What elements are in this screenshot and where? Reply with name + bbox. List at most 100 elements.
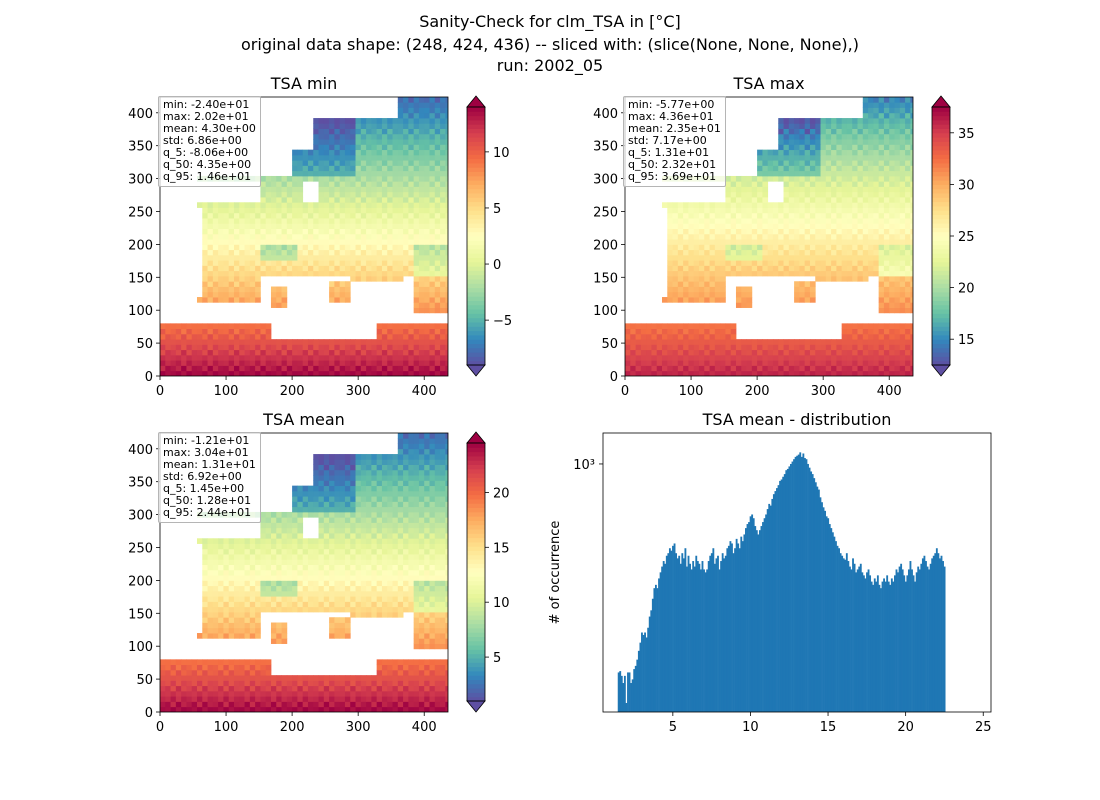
heatmap-cell — [878, 297, 885, 303]
heatmap-cell — [809, 160, 816, 166]
heatmap-cell — [693, 254, 700, 261]
heatmap-cell — [223, 690, 230, 697]
heatmap-cell — [413, 275, 420, 282]
heatmap-cell — [255, 701, 261, 708]
heatmap-cell — [355, 260, 362, 266]
heatmap-cell — [376, 575, 383, 581]
colorbar-segment — [467, 218, 485, 224]
heatmap-cell — [286, 606, 293, 613]
heatmap-cell — [202, 606, 208, 613]
heatmap-cell — [160, 365, 166, 372]
heatmap-cell — [767, 365, 774, 372]
heatmap-cell — [170, 354, 177, 361]
heatmap-cell — [355, 349, 362, 356]
heatmap-cell — [366, 254, 372, 261]
heatmap-cell — [223, 360, 230, 366]
heatmap-cell — [767, 239, 774, 245]
heatmap-cell — [202, 554, 208, 560]
heatmap-cell — [403, 223, 409, 230]
heatmap-cell — [408, 118, 415, 124]
heatmap-cell — [202, 627, 208, 634]
heatmap-cell — [418, 617, 425, 623]
heatmap-cell — [191, 680, 198, 687]
heatmap-cell — [350, 354, 356, 361]
heatmap-cell — [218, 249, 224, 256]
heatmap-cell — [265, 244, 272, 251]
heatmap-cell — [788, 144, 795, 151]
heatmap-cell — [207, 360, 214, 366]
heatmap-cell — [160, 696, 166, 702]
heatmap-cell — [445, 696, 448, 702]
heatmap-cell — [350, 197, 356, 203]
heatmap-cell — [741, 202, 747, 208]
heatmap-cell — [292, 249, 298, 256]
heatmap-cell — [392, 218, 399, 224]
heatmap-cell — [392, 181, 399, 187]
colorbar-segment — [932, 296, 950, 301]
heatmap-cell — [392, 360, 399, 366]
heatmap-cell — [630, 323, 636, 330]
colorbar-segment — [467, 223, 485, 228]
heatmap-cell — [202, 564, 208, 571]
heatmap-cell — [905, 112, 911, 119]
heatmap-cell — [381, 554, 388, 560]
heatmap-cell — [302, 149, 309, 156]
heatmap-cell — [165, 365, 171, 372]
heatmap-cell — [281, 638, 288, 644]
heatmap-cell — [857, 260, 864, 266]
heatmap-cell — [218, 323, 224, 330]
heatmap-cell — [207, 564, 214, 571]
heatmap-cell — [868, 202, 874, 208]
heatmap-cell — [767, 207, 774, 214]
heatmap-cell — [350, 606, 356, 613]
heatmap-cell — [255, 675, 261, 681]
colorbar-segment — [467, 322, 485, 327]
heatmap-cell — [762, 265, 769, 272]
heatmap-cell — [720, 281, 726, 287]
heatmap-cell — [292, 680, 298, 687]
heatmap-cell — [418, 580, 425, 587]
heatmap-cell — [809, 339, 816, 345]
heatmap-cell — [688, 281, 695, 287]
heatmap-cell — [846, 154, 853, 161]
heatmap-cell — [735, 354, 742, 361]
heatmap-cell — [265, 601, 272, 608]
heatmap-cell — [175, 333, 182, 340]
heatmap-cell — [646, 360, 652, 366]
heatmap-cell — [233, 606, 240, 613]
heatmap-cell — [355, 118, 362, 124]
heatmap-cell — [767, 244, 774, 251]
heatmap-cell — [440, 344, 446, 351]
heatmap-cell — [212, 233, 219, 240]
heatmap-cell — [857, 344, 864, 351]
heatmap-cell — [910, 191, 913, 198]
heatmap-cell — [175, 323, 182, 330]
heatmap-cell — [688, 291, 695, 298]
heatmap-cell — [244, 569, 251, 576]
heatmap-cell — [434, 123, 441, 129]
heatmap-cell — [281, 186, 288, 193]
heatmap-cell — [762, 249, 769, 256]
heatmap-cell — [265, 254, 272, 261]
heatmap-cell — [677, 281, 684, 287]
heatmap-cell — [767, 149, 774, 156]
heatmap-cell — [831, 149, 837, 156]
heatmap-cell — [260, 564, 267, 571]
heatmap-cell — [767, 344, 774, 351]
heatmap-cell — [355, 197, 362, 203]
heatmap-cell — [160, 669, 166, 676]
heatmap-cell — [413, 175, 420, 182]
heatmap-cell — [772, 254, 779, 261]
heatmap-cell — [683, 291, 689, 298]
heatmap-cell — [292, 170, 298, 177]
heatmap-cell — [381, 339, 388, 345]
heatmap-cell — [445, 254, 448, 261]
heatmap-cell — [334, 191, 341, 198]
heatmap-cell — [424, 160, 430, 166]
heatmap-cell — [223, 297, 230, 303]
heatmap-cell — [339, 212, 346, 219]
heatmap-cell — [307, 228, 314, 235]
heatmap-cell — [693, 265, 700, 272]
heatmap-cell — [735, 207, 742, 214]
heatmap-cell — [371, 118, 378, 124]
